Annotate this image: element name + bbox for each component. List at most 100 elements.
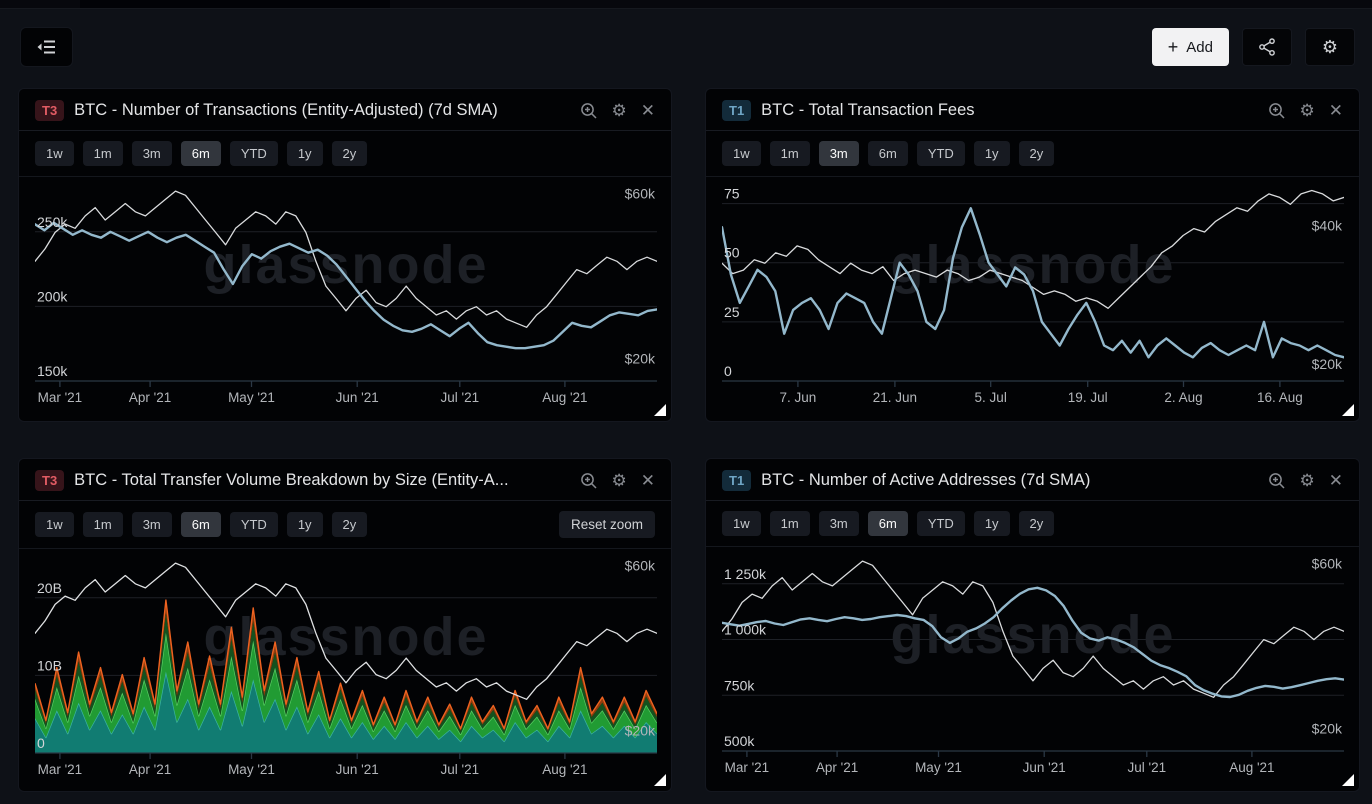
chart-area[interactable]: glassnode 7. Jun 21. Jun 5. Jul 19. Jul 2. Au… — [722, 179, 1344, 411]
panel-title: BTC - Number of Transactions (Entity-Adj… — [74, 101, 498, 119]
svg-text:7. Jun: 7. Jun — [780, 390, 817, 405]
svg-text:$40k: $40k — [1312, 218, 1343, 234]
svg-text:glassnode: glassnode — [890, 235, 1175, 295]
panel-transaction-fees: T1 BTC - Total Transaction Fees ⚙ ✕ 1w 1m… — [705, 88, 1360, 422]
range-button-3m[interactable]: 3m — [131, 141, 172, 166]
range-button-6m[interactable]: 6m — [180, 512, 221, 537]
dashboard-toolbar: + Add ⚙ — [20, 27, 1355, 67]
svg-text:$60k: $60k — [1312, 556, 1343, 572]
svg-text:May '21: May '21 — [228, 762, 275, 777]
range-button-6m[interactable]: 6m — [867, 511, 908, 536]
svg-text:Apr '21: Apr '21 — [129, 390, 171, 405]
chart-area[interactable]: glassnode Mar '21 Apr '21 May '21 Jun '21 Jul… — [35, 179, 657, 411]
chart-area[interactable]: glassnode Mar '21 Apr '21 May '21 Jun '21 Jul… — [35, 551, 657, 783]
range-button-ytd[interactable]: YTD — [229, 141, 278, 166]
panel-settings-icon[interactable]: ⚙ — [1299, 471, 1315, 490]
resize-handle[interactable] — [654, 404, 666, 416]
zoom-in-icon[interactable] — [1268, 102, 1286, 120]
panel-settings-icon[interactable]: ⚙ — [611, 101, 627, 120]
range-button-1w[interactable]: 1w — [722, 141, 761, 166]
svg-text:May '21: May '21 — [915, 760, 962, 775]
time-range-selector: 1w 1m 3m 6m YTD 1y 2y — [19, 131, 671, 177]
svg-text:150k: 150k — [37, 363, 68, 379]
range-button-2y[interactable]: 2y — [1018, 511, 1055, 536]
svg-text:75: 75 — [724, 186, 740, 202]
svg-text:5. Jul: 5. Jul — [975, 390, 1007, 405]
range-button-1w[interactable]: 1w — [35, 512, 74, 537]
panel-settings-icon[interactable]: ⚙ — [611, 471, 627, 490]
svg-text:50: 50 — [724, 245, 740, 261]
close-panel-icon[interactable]: ✕ — [1328, 101, 1343, 120]
tier-badge: T1 — [722, 470, 752, 491]
range-button-2y[interactable]: 2y — [1018, 141, 1055, 166]
close-panel-icon[interactable]: ✕ — [640, 471, 655, 490]
reset-zoom-button[interactable]: Reset zoom — [558, 511, 655, 538]
svg-text:250k: 250k — [37, 214, 68, 230]
resize-handle[interactable] — [1342, 404, 1354, 416]
chart-svg: glassnode 7. Jun 21. Jun 5. Jul 19. Jul 2. Au… — [722, 186, 1344, 405]
range-button-3m[interactable]: 3m — [818, 511, 859, 536]
svg-text:25: 25 — [724, 304, 740, 320]
range-button-1m[interactable]: 1m — [769, 141, 810, 166]
share-icon — [1259, 38, 1275, 56]
range-button-1m[interactable]: 1m — [82, 141, 123, 166]
range-button-1w[interactable]: 1w — [722, 511, 761, 536]
resize-handle[interactable] — [654, 774, 666, 786]
collapse-sidebar-button[interactable] — [20, 27, 73, 67]
tier-badge: T3 — [35, 470, 65, 491]
panel-settings-icon[interactable]: ⚙ — [1299, 101, 1315, 120]
range-button-3m[interactable]: 3m — [131, 512, 172, 537]
zoom-in-icon[interactable] — [580, 102, 598, 120]
svg-text:$60k: $60k — [625, 558, 656, 574]
range-button-2y[interactable]: 2y — [331, 512, 368, 537]
svg-text:2. Aug: 2. Aug — [1164, 390, 1202, 405]
svg-text:1 250k: 1 250k — [724, 566, 767, 582]
zoom-in-icon[interactable] — [580, 472, 598, 490]
dashboard-settings-button[interactable]: ⚙ — [1305, 28, 1355, 66]
svg-text:750k: 750k — [724, 677, 755, 693]
range-button-1m[interactable]: 1m — [769, 511, 810, 536]
svg-text:16. Aug: 16. Aug — [1257, 390, 1303, 405]
chart-svg: glassnode Mar '21 Apr '21 May '21 Jun '21 Jul… — [35, 558, 657, 777]
range-button-1y[interactable]: 1y — [973, 141, 1010, 166]
svg-text:glassnode: glassnode — [890, 605, 1175, 665]
range-button-1m[interactable]: 1m — [82, 512, 123, 537]
svg-text:500k: 500k — [724, 733, 755, 749]
resize-handle[interactable] — [1342, 774, 1354, 786]
svg-text:$20k: $20k — [625, 351, 656, 367]
panel-title: BTC - Number of Active Addresses (7d SMA… — [761, 471, 1091, 489]
close-panel-icon[interactable]: ✕ — [1328, 471, 1343, 490]
range-button-6m[interactable]: 6m — [867, 141, 908, 166]
range-button-1w[interactable]: 1w — [35, 141, 74, 166]
range-button-1y[interactable]: 1y — [973, 511, 1010, 536]
tier-badge: T1 — [722, 100, 752, 121]
range-button-1y[interactable]: 1y — [286, 141, 323, 166]
share-button[interactable] — [1242, 28, 1292, 66]
svg-text:Aug '21: Aug '21 — [542, 390, 587, 405]
plus-icon: + — [1167, 37, 1179, 57]
panel-active-addresses: T1 BTC - Number of Active Addresses (7d … — [705, 458, 1360, 792]
svg-text:0: 0 — [37, 735, 45, 751]
svg-text:Apr '21: Apr '21 — [816, 760, 858, 775]
range-button-ytd[interactable]: YTD — [916, 511, 965, 536]
range-button-1y[interactable]: 1y — [286, 512, 323, 537]
range-button-3m[interactable]: 3m — [818, 141, 859, 166]
svg-text:0: 0 — [724, 363, 732, 379]
zoom-in-icon[interactable] — [1268, 472, 1286, 490]
browser-tab-remnant — [80, 0, 390, 8]
range-button-2y[interactable]: 2y — [331, 141, 368, 166]
svg-text:21. Jun: 21. Jun — [873, 390, 917, 405]
range-button-ytd[interactable]: YTD — [916, 141, 965, 166]
add-widget-button[interactable]: + Add — [1151, 28, 1229, 66]
range-button-ytd[interactable]: YTD — [229, 512, 278, 537]
range-button-6m[interactable]: 6m — [180, 141, 221, 166]
time-range-selector: 1w 1m 3m 6m YTD 1y 2y — [706, 131, 1359, 177]
svg-text:$20k: $20k — [1312, 721, 1343, 737]
panel-transactions: T3 BTC - Number of Transactions (Entity-… — [18, 88, 672, 422]
outdent-icon — [37, 40, 55, 54]
svg-text:$20k: $20k — [1312, 356, 1343, 372]
svg-text:glassnode: glassnode — [203, 607, 488, 667]
chart-area[interactable]: glassnode Mar '21 Apr '21 May '21 Jun '21 Jul… — [722, 549, 1344, 781]
svg-text:Aug '21: Aug '21 — [542, 762, 587, 777]
close-panel-icon[interactable]: ✕ — [640, 101, 655, 120]
